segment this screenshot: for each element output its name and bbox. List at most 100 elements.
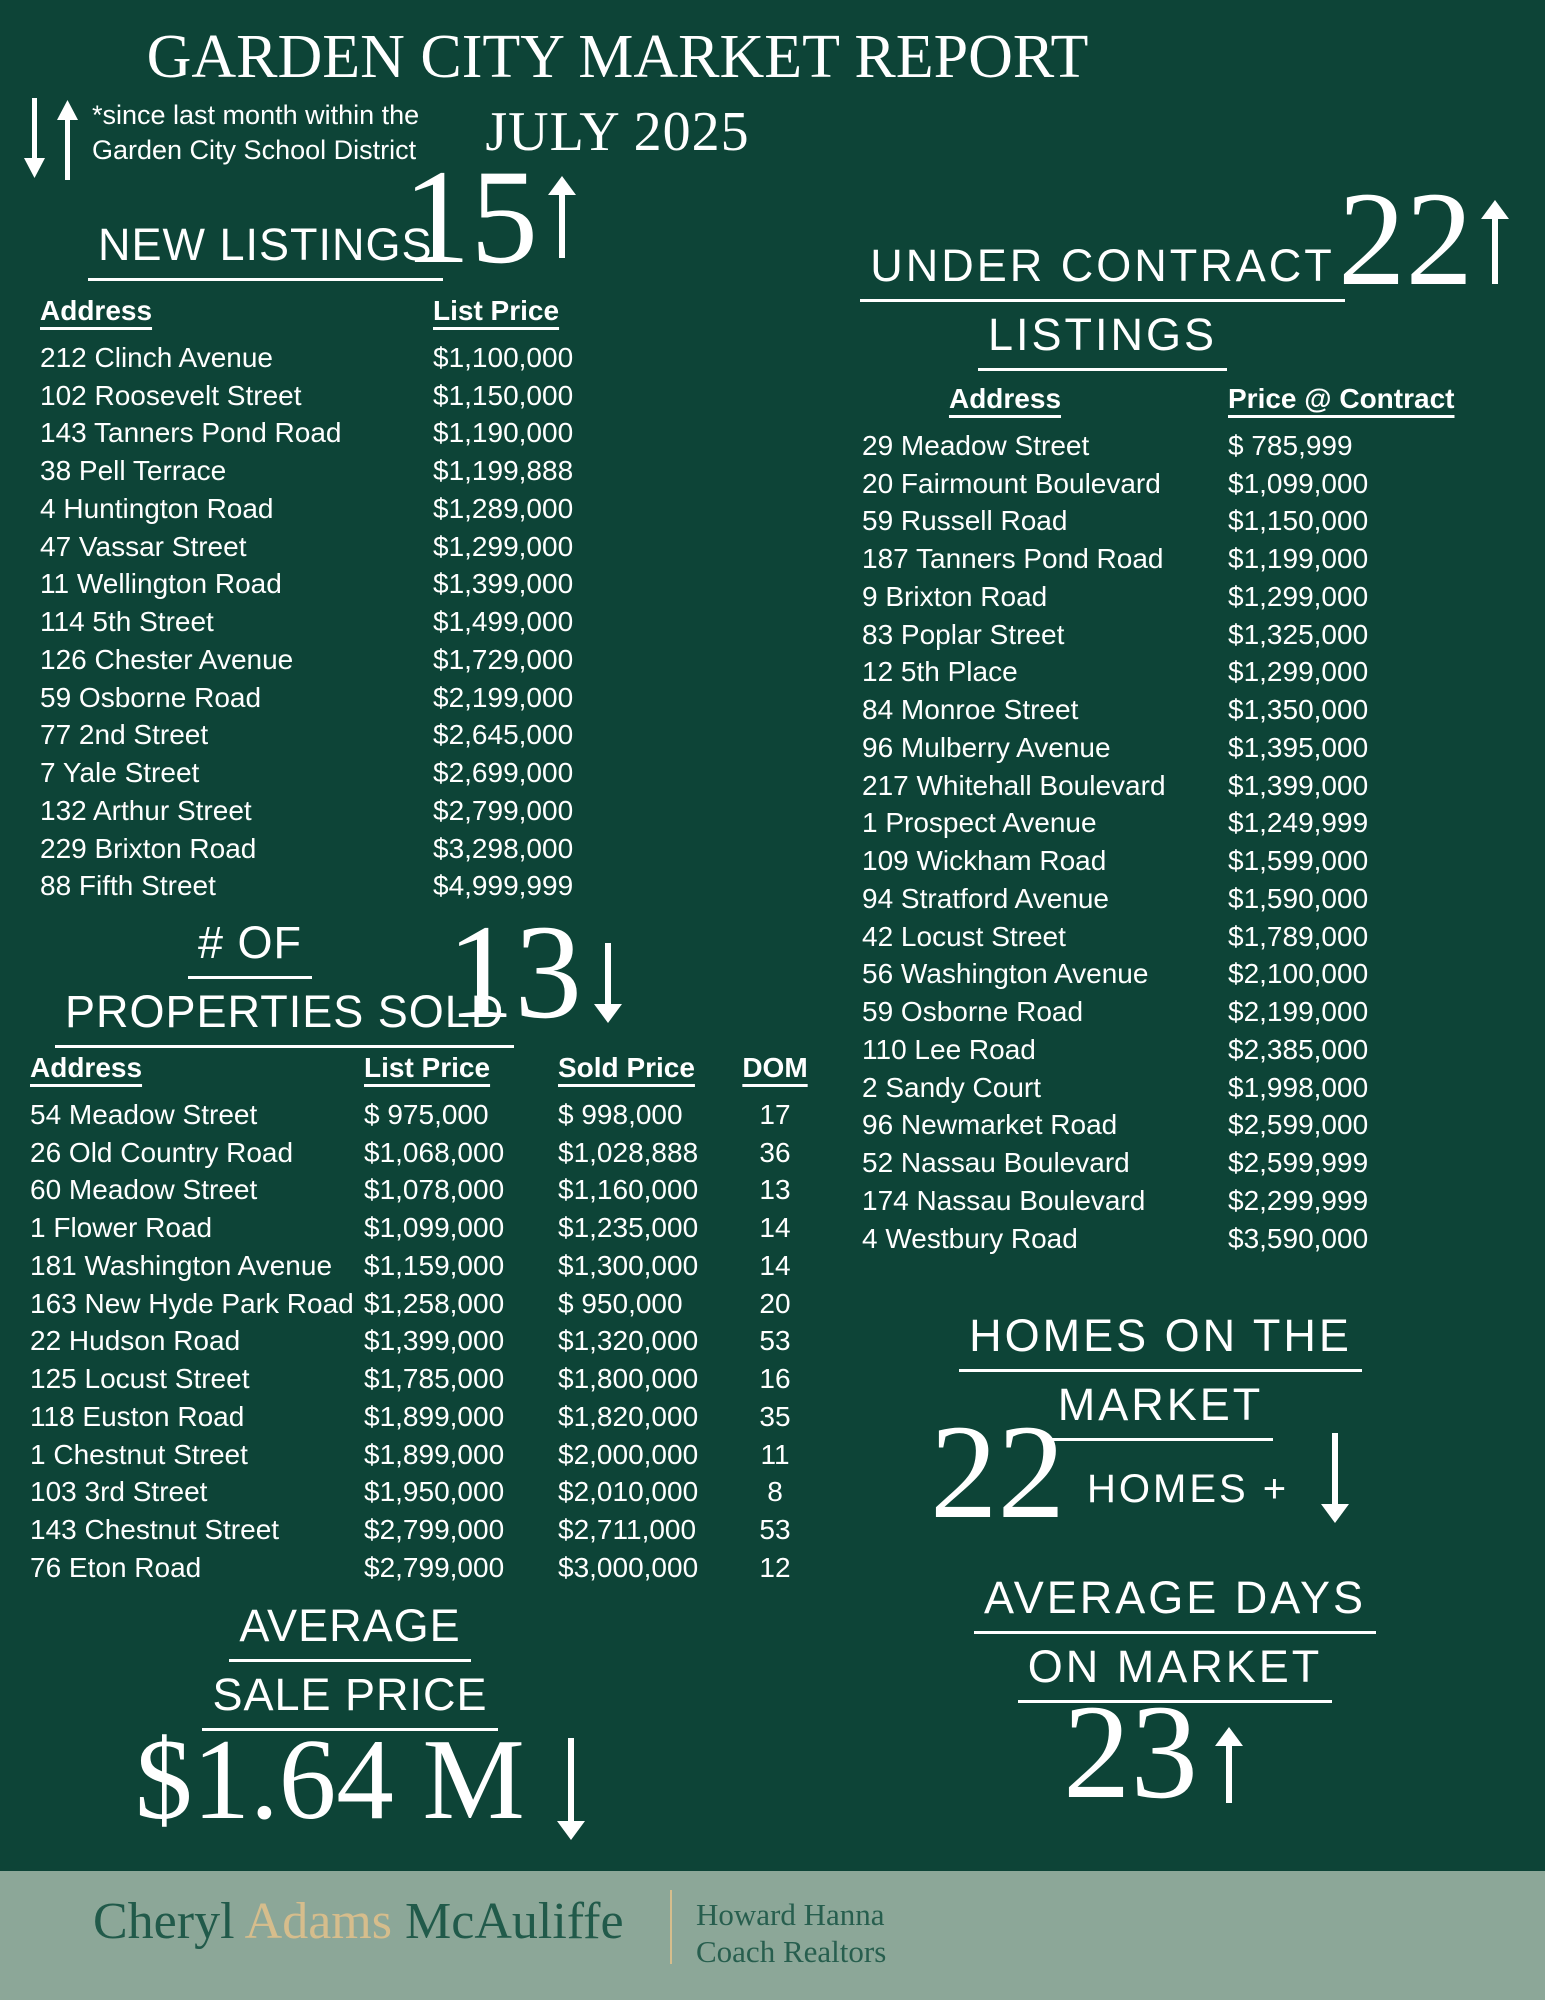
agent-last-name: McAuliffe bbox=[405, 1893, 624, 1950]
cell-price: $2,100,000 bbox=[1228, 958, 1369, 990]
cell-list-price: $1,068,000 bbox=[364, 1136, 505, 1168]
cell-address: 187 Tanners Pond Road bbox=[862, 543, 1164, 575]
cell-price: $1,395,000 bbox=[1228, 731, 1369, 763]
cell-dom: 8 bbox=[767, 1476, 783, 1508]
properties-sold-heading: # OF PROPERTIES SOLD bbox=[55, 920, 515, 1058]
table-row: 110 Lee Road $2,385,000 bbox=[862, 1031, 1468, 1069]
cell-dom: 17 bbox=[759, 1098, 791, 1130]
under-contract-count: 22 bbox=[1338, 165, 1473, 314]
cell-address: 126 Chester Avenue bbox=[40, 643, 294, 675]
table-row: 102 Roosevelt Street $1,150,000 bbox=[40, 377, 633, 415]
cell-address: 59 Russell Road bbox=[862, 505, 1068, 537]
cell-address: 56 Washington Avenue bbox=[862, 958, 1149, 990]
column-header-address: Address bbox=[948, 383, 1062, 414]
cell-dom: 36 bbox=[759, 1136, 791, 1168]
under-contract-heading-line2: LISTINGS bbox=[977, 312, 1228, 371]
cell-price: $2,385,000 bbox=[1228, 1033, 1369, 1065]
cell-address: 212 Clinch Avenue bbox=[40, 341, 273, 373]
up-arrow-icon bbox=[546, 176, 578, 258]
cell-price: $2,199,000 bbox=[433, 681, 574, 713]
legend-note-text: *since last month within the Garden City… bbox=[92, 98, 419, 168]
cell-dom: 53 bbox=[759, 1325, 791, 1357]
cell-address: 42 Locust Street bbox=[862, 920, 1066, 952]
agent-name: Cheryl Adams McAuliffe bbox=[93, 1892, 624, 1951]
cell-address: 109 Wickham Road bbox=[862, 845, 1107, 877]
under-contract-heading: UNDER CONTRACT LISTINGS bbox=[855, 243, 1350, 381]
cell-price: $1,729,000 bbox=[433, 643, 574, 675]
down-arrow-icon bbox=[1319, 1433, 1351, 1523]
cell-price: $1,399,000 bbox=[433, 568, 574, 600]
table-row: 126 Chester Avenue $1,729,000 bbox=[40, 641, 633, 679]
column-header-dom: DOM bbox=[742, 1052, 808, 1083]
brokerage-line1: Howard Hanna bbox=[696, 1897, 885, 1932]
cell-price: $2,299,999 bbox=[1228, 1184, 1369, 1216]
cell-list-price: $1,399,000 bbox=[364, 1325, 505, 1357]
table-row: 132 Arthur Street $2,799,000 bbox=[40, 792, 633, 830]
cell-price: $3,298,000 bbox=[433, 832, 574, 864]
table-row: 47 Vassar Street $1,299,000 bbox=[40, 528, 633, 566]
table-row: 143 Chestnut Street $2,799,000 $2,711,000 5… bbox=[30, 1511, 814, 1549]
average-days-heading: AVERAGE DAYS ON MARKET bbox=[950, 1575, 1400, 1713]
new-listings-heading: NEW LISTINGS bbox=[88, 222, 443, 291]
table-row: 52 Nassau Boulevard $2,599,999 bbox=[862, 1144, 1468, 1182]
average-days-stat: 23 bbox=[1063, 1685, 1244, 1820]
table-row: 2 Sandy Court $1,998,000 bbox=[862, 1069, 1468, 1107]
new-listings-stat: 15 bbox=[403, 150, 578, 285]
cell-price: $1,325,000 bbox=[1228, 618, 1369, 650]
table-row: 59 Osborne Road $2,199,000 bbox=[862, 993, 1468, 1031]
cell-address: 2 Sandy Court bbox=[862, 1071, 1041, 1103]
cell-address: 47 Vassar Street bbox=[40, 530, 247, 562]
cell-address: 77 2nd Street bbox=[40, 719, 209, 751]
cell-address: 4 Westbury Road bbox=[862, 1222, 1078, 1254]
homes-on-market-count: 22 bbox=[930, 1398, 1065, 1547]
footer-band bbox=[0, 1871, 1545, 2000]
cell-sold-price: $2,711,000 bbox=[558, 1514, 697, 1546]
cell-price: $2,799,000 bbox=[433, 794, 574, 826]
column-header-list-price: List Price bbox=[433, 295, 560, 326]
table-row: 11 Wellington Road $1,399,000 bbox=[40, 566, 633, 604]
cell-dom: 20 bbox=[759, 1287, 791, 1319]
cell-dom: 14 bbox=[759, 1212, 791, 1244]
cell-address: 52 Nassau Boulevard bbox=[862, 1147, 1130, 1179]
table-row: 7 Yale Street $2,699,000 bbox=[40, 754, 633, 792]
table-row: 94 Stratford Avenue $1,590,000 bbox=[862, 880, 1468, 918]
cell-price: $2,199,000 bbox=[1228, 996, 1369, 1028]
table-row: 143 Tanners Pond Road $1,190,000 bbox=[40, 415, 633, 453]
table-row: 1 Flower Road $1,099,000 $1,235,000 14 bbox=[30, 1209, 814, 1247]
column-header-price-at-contract: Price @ Contract bbox=[1228, 383, 1455, 414]
cell-dom: 53 bbox=[759, 1514, 791, 1546]
properties-sold-heading-line1: # OF bbox=[187, 920, 313, 979]
cell-sold-price: $1,820,000 bbox=[558, 1400, 699, 1432]
cell-address: 174 Nassau Boulevard bbox=[862, 1184, 1146, 1216]
cell-address: 4 Huntington Road bbox=[40, 492, 274, 524]
average-days-heading-line2: ON MARKET bbox=[1017, 1644, 1333, 1703]
cell-address: 84 Monroe Street bbox=[862, 694, 1079, 726]
table-row: 103 3rd Street $1,950,000 $2,010,000 8 bbox=[30, 1474, 814, 1512]
table-row: 96 Newmarket Road $2,599,000 bbox=[862, 1107, 1468, 1145]
cell-price: $2,599,999 bbox=[1228, 1147, 1369, 1179]
homes-on-market-heading-line1: HOMES ON THE bbox=[959, 1313, 1362, 1372]
under-contract-heading-line1: UNDER CONTRACT bbox=[860, 243, 1345, 302]
table-row: 118 Euston Road $1,899,000 $1,820,000 35 bbox=[30, 1398, 814, 1436]
brokerage-line2: Coach Realtors bbox=[696, 1934, 887, 1970]
cell-price: $1,249,999 bbox=[1228, 807, 1369, 839]
cell-address: 229 Brixton Road bbox=[40, 832, 257, 864]
cell-address: 143 Chestnut Street bbox=[30, 1514, 280, 1546]
cell-sold-price: $1,800,000 bbox=[558, 1363, 699, 1395]
average-sale-price-value: $1.64 M bbox=[135, 1716, 525, 1843]
table-row: 114 5th Street $1,499,000 bbox=[40, 603, 633, 641]
cell-address: 38 Pell Terrace bbox=[40, 455, 227, 487]
cell-price: $1,599,000 bbox=[1228, 845, 1369, 877]
column-header-address: Address bbox=[30, 1052, 143, 1083]
cell-price: $1,190,000 bbox=[433, 417, 574, 449]
table-row: 4 Huntington Road $1,289,000 bbox=[40, 490, 633, 528]
cell-dom: 35 bbox=[759, 1400, 791, 1432]
table-row: 59 Russell Road $1,150,000 bbox=[862, 503, 1468, 541]
cell-sold-price: $2,010,000 bbox=[558, 1476, 699, 1508]
table-row: 96 Mulberry Avenue $1,395,000 bbox=[862, 729, 1468, 767]
cell-dom: 13 bbox=[759, 1174, 791, 1206]
under-contract-table-header: Address Price @ Contract bbox=[862, 383, 1468, 415]
table-row: 229 Brixton Road $3,298,000 bbox=[40, 830, 633, 868]
cell-address: 96 Mulberry Avenue bbox=[862, 731, 1111, 763]
table-row: 83 Poplar Street $1,325,000 bbox=[862, 616, 1468, 654]
